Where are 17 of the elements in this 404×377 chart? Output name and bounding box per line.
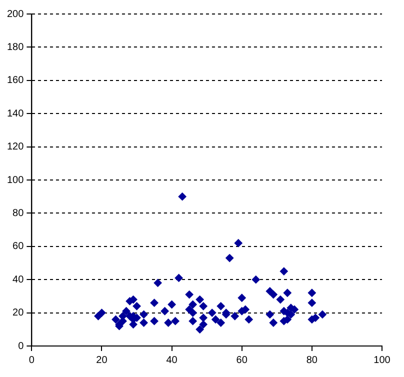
y-tick-label: 180: [6, 42, 24, 53]
y-tick-label: 40: [12, 274, 24, 286]
y-tick-label: 80: [12, 208, 24, 219]
y-tick-label: 20: [12, 308, 24, 319]
x-tick-label: 40: [166, 354, 178, 366]
x-tick-label: 60: [236, 354, 248, 366]
y-tick-label: 60: [12, 241, 24, 252]
x-tick-label: 0: [28, 354, 35, 366]
x-tick-label: 100: [374, 354, 391, 366]
y-tick-label: 160: [6, 75, 24, 86]
y-tick-label: 200: [6, 8, 24, 20]
y-tick-label: 140: [6, 108, 24, 120]
y-tick-label: 100: [6, 174, 24, 186]
x-tick-label: 80: [306, 354, 318, 366]
y-tick-label: 120: [6, 142, 24, 153]
x-tick-label: 20: [96, 354, 108, 366]
y-tick-label: 0: [18, 340, 24, 352]
